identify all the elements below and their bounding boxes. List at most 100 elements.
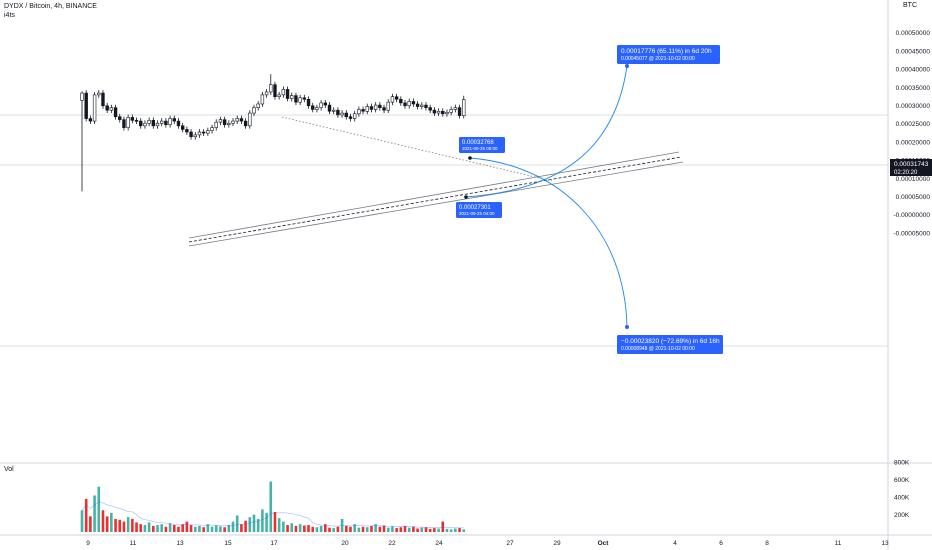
candle-body: [88, 118, 93, 122]
volume-bar: [294, 525, 298, 532]
price-badge: 0.00031743 02:20:20: [890, 159, 932, 176]
volume-tick-label: 800K: [894, 460, 910, 467]
volume-bar: [185, 521, 189, 532]
volume-bar: [147, 522, 151, 532]
candle-body: [298, 97, 302, 103]
candle-body: [201, 131, 206, 134]
candle-body: [449, 109, 453, 113]
volume-bar: [89, 516, 92, 532]
time-tick-label: 11: [835, 540, 842, 547]
candle-body: [420, 104, 424, 107]
price-tick-label: 0.00025000: [896, 121, 931, 128]
candle-body: [134, 120, 139, 122]
volume-bar: [336, 526, 340, 532]
channel-middle-line: [188, 156, 682, 243]
candle-body: [214, 121, 218, 128]
candle-body: [394, 96, 399, 100]
volume-bar: [315, 527, 319, 532]
candle-body: [256, 103, 260, 108]
candle-body: [80, 92, 84, 101]
candle-body: [403, 102, 407, 107]
candle-body: [160, 120, 164, 124]
candle-body: [97, 92, 101, 96]
candle-body: [415, 103, 420, 107]
volume-bar: [319, 525, 323, 532]
volume-bar: [114, 518, 117, 532]
candle-body: [264, 91, 269, 96]
time-tick-label: 29: [553, 540, 561, 547]
candle-body: [168, 118, 172, 126]
price-tick-label: 0.00030000: [896, 103, 931, 110]
candle-body: [441, 110, 445, 115]
volume-bar: [202, 527, 205, 532]
volume-bar: [269, 481, 273, 532]
price-tick-label: 0.00035000: [896, 85, 931, 92]
volume-bar: [156, 525, 159, 532]
volume-bar: [382, 525, 386, 532]
volume-bar: [181, 524, 184, 532]
candle-body: [357, 109, 361, 115]
candle-body: [84, 92, 88, 119]
candle-body: [269, 84, 273, 93]
candle-body: [113, 107, 118, 118]
candle-body: [453, 107, 458, 110]
price-badge-value: 0.00031743: [894, 161, 929, 168]
volume-bar: [378, 526, 382, 532]
volume-bar: [395, 528, 398, 532]
time-tick-label: 15: [224, 540, 232, 547]
candle-body: [327, 104, 332, 112]
volume-bar: [244, 520, 247, 532]
volume-tick-label: 200K: [894, 512, 910, 519]
target-up-label-bg: [617, 45, 720, 64]
volume-bar: [97, 486, 101, 532]
candle-body: [252, 107, 256, 114]
candle-body: [235, 118, 239, 122]
candle-body: [436, 110, 441, 114]
volume-bar: [344, 525, 348, 532]
candle-body: [336, 109, 340, 116]
volume-bar: [407, 527, 411, 532]
volume-label: Vol: [4, 466, 14, 473]
volume-bar: [458, 528, 461, 532]
volume-bar: [412, 526, 415, 532]
volume-bar: [172, 525, 176, 532]
volume-bar: [219, 526, 222, 532]
candle-body: [101, 92, 105, 107]
volume-bar: [298, 524, 302, 532]
volume-bar: [441, 521, 445, 532]
candle-body: [315, 107, 319, 110]
volume-bar: [177, 526, 180, 532]
volume-bar: [261, 509, 264, 532]
volume-bar: [433, 528, 436, 532]
candle-body: [462, 99, 466, 116]
candle-body: [340, 112, 344, 116]
candle-body: [185, 129, 189, 133]
candle-body: [428, 107, 432, 111]
candle-body: [373, 104, 378, 110]
volume-bar: [122, 521, 126, 532]
candle-body: [172, 118, 176, 122]
volume-bar: [374, 524, 377, 532]
candle-body: [399, 98, 403, 104]
channel-lower-line: [188, 161, 684, 247]
volume-bar: [252, 514, 256, 532]
volume-bar: [265, 512, 268, 532]
price-badge-bg: [890, 159, 932, 176]
price-tick-label: 0.00005000: [896, 194, 931, 201]
time-tick-label: 4: [673, 540, 677, 547]
candle-body: [352, 113, 357, 119]
time-tick-label: 27: [506, 540, 514, 547]
projection-curve-down: [469, 157, 628, 328]
high-label-bg: [459, 137, 505, 153]
volume-bar: [160, 524, 164, 532]
high-label-time: 2021-09-25 08:00: [462, 146, 498, 151]
candle-body: [382, 107, 386, 111]
low-label-price: 0.00027301: [459, 205, 491, 211]
volume-bar: [164, 526, 168, 532]
volume-bar: [235, 515, 239, 532]
volume-bar: [110, 512, 113, 532]
price-tick-label: -0.00005000: [893, 230, 930, 237]
time-tick-label: 24: [435, 540, 443, 547]
volume-axis: 800K 600K 400K 200K: [894, 460, 910, 519]
